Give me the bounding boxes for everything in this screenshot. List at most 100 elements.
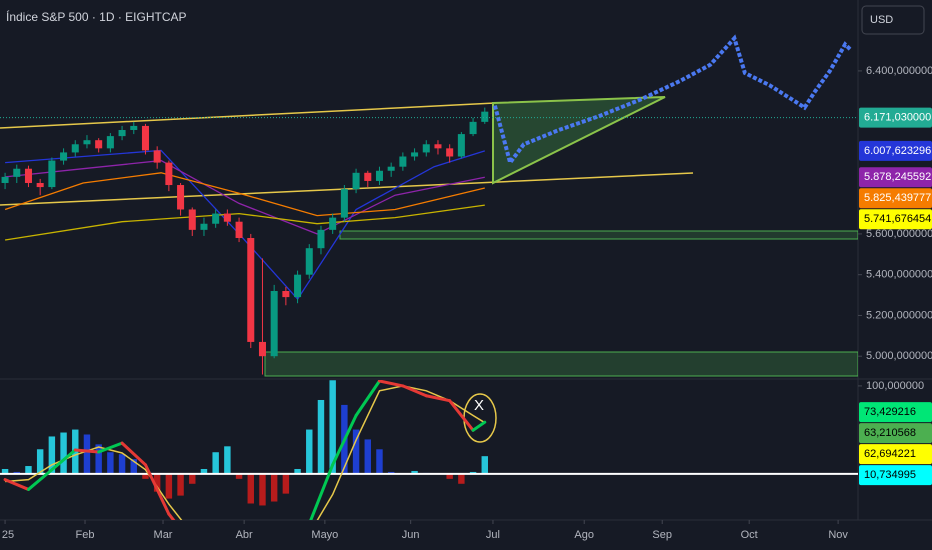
histogram-bar xyxy=(107,452,114,474)
histogram-bar xyxy=(411,470,418,474)
candle-body xyxy=(60,152,68,161)
x-tick-label: Nov xyxy=(828,529,848,541)
candle-body xyxy=(188,209,196,230)
candle-body xyxy=(177,185,185,210)
x-tick-label: Jun xyxy=(402,529,420,541)
price-label xyxy=(859,402,932,423)
histogram-bar xyxy=(294,468,301,474)
histogram-bar xyxy=(83,434,91,474)
histogram-bar xyxy=(247,473,254,504)
price-label xyxy=(859,107,932,128)
candle-body xyxy=(282,290,290,298)
triangle-pattern xyxy=(492,96,666,185)
price-label-text: 73,429216 xyxy=(864,406,916,418)
histogram-bar xyxy=(364,439,371,474)
price-label xyxy=(859,188,932,209)
histogram-bar xyxy=(352,429,360,474)
candle-body xyxy=(434,144,442,149)
x-tick-label: Jul xyxy=(486,529,500,541)
histogram-bar xyxy=(376,449,383,474)
candle-body xyxy=(235,221,243,239)
candle-body xyxy=(141,125,149,151)
candle-body xyxy=(95,140,103,149)
histogram-bar xyxy=(165,473,173,499)
price-label xyxy=(859,444,932,465)
signal-segment xyxy=(471,420,487,432)
price-label-text: 6.007,623296 xyxy=(864,145,931,157)
candle-body xyxy=(83,140,91,145)
currency: USD xyxy=(870,14,893,26)
candle-body xyxy=(446,148,454,157)
histogram-bar xyxy=(329,380,336,474)
candle-body xyxy=(212,213,220,224)
candle-body xyxy=(106,136,114,149)
price-label-text: 5.825,439777 xyxy=(864,192,931,204)
price-label xyxy=(859,209,932,230)
x-tick-label: Oct xyxy=(741,529,758,541)
candle-body xyxy=(375,170,383,181)
y-tick-label: 100,000000 xyxy=(866,380,924,392)
candle-body xyxy=(24,168,32,183)
drawings xyxy=(0,96,858,377)
price-label xyxy=(859,167,932,188)
candle-body xyxy=(387,166,395,171)
histogram-bar xyxy=(48,436,56,474)
candle-body xyxy=(364,172,372,181)
chart-title: Índice S&P 500 · 1D · EIGHTCAP xyxy=(6,9,187,24)
x-tick-label: Mar xyxy=(154,529,173,541)
histogram-bar xyxy=(212,452,219,474)
x-tick-label: Feb xyxy=(76,529,95,541)
candle-body xyxy=(422,144,430,153)
trend-line xyxy=(0,102,496,129)
price-label-text: 5.741,676454 xyxy=(864,213,931,225)
candle-body xyxy=(223,213,231,222)
moving-average xyxy=(5,149,485,301)
currency-button[interactable] xyxy=(861,5,925,35)
candle-body xyxy=(247,238,255,342)
histogram-bar xyxy=(317,399,325,474)
signal-segment xyxy=(3,478,30,491)
price-label-text: 5.878,245592 xyxy=(864,171,931,183)
candle-body xyxy=(411,152,419,157)
candle-body xyxy=(71,144,79,153)
candle-body xyxy=(457,134,465,157)
histogram-bar xyxy=(306,429,313,474)
signal-segment xyxy=(331,413,358,467)
histogram-bar xyxy=(177,473,184,496)
y-tick-label: 5.600,000000 xyxy=(866,228,932,240)
signal-segment xyxy=(73,448,101,454)
candle-body xyxy=(352,172,360,190)
x-tick-label: Ago xyxy=(574,529,594,541)
histogram-bar xyxy=(224,446,231,474)
price-label-text: 10,734995 xyxy=(864,469,916,481)
candle-body xyxy=(294,274,302,298)
x-tick-label: Abr xyxy=(236,529,253,541)
signal-segment xyxy=(401,384,428,398)
histogram-bar xyxy=(235,473,243,479)
trend-line xyxy=(0,172,694,206)
candle-body xyxy=(258,341,266,357)
histogram-bar xyxy=(259,473,266,506)
zone xyxy=(264,351,858,377)
histogram-bar xyxy=(446,473,453,479)
candle-body xyxy=(153,150,161,163)
price-label xyxy=(859,140,932,161)
histogram-bar xyxy=(60,432,67,474)
histogram-bar xyxy=(282,473,290,494)
signal-segment xyxy=(50,448,77,472)
candle-body xyxy=(469,121,477,135)
candle-body xyxy=(399,156,407,167)
price-label-text: 62,694221 xyxy=(864,448,916,460)
signal-segment xyxy=(377,380,405,388)
moving-average xyxy=(4,204,485,241)
histogram-bar xyxy=(95,444,102,474)
y-tick-label: 6.400,000000 xyxy=(866,65,932,77)
y-tick-label: 5.000,000000 xyxy=(866,350,932,362)
histogram-bar xyxy=(25,466,32,474)
candle-body xyxy=(118,130,126,137)
candle-body xyxy=(165,162,173,186)
zone xyxy=(339,230,858,240)
